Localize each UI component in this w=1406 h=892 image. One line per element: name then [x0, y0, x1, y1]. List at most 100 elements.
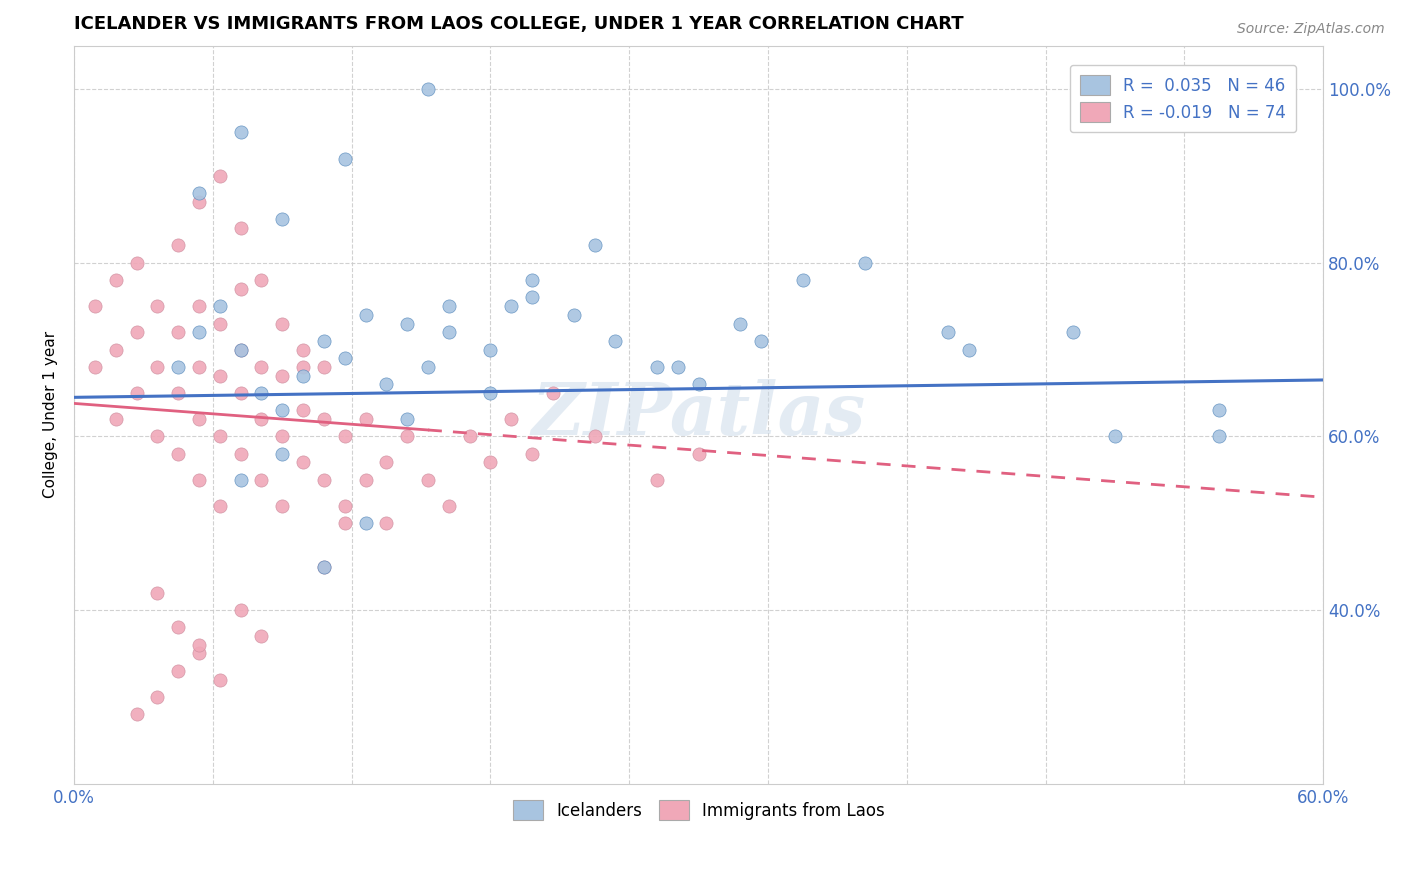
- Point: [541, 386, 564, 401]
- Point: [188, 473, 211, 487]
- Point: [104, 273, 127, 287]
- Point: [229, 282, 252, 296]
- Point: [605, 334, 627, 348]
- Point: [208, 169, 231, 183]
- Point: [271, 317, 294, 331]
- Text: Source: ZipAtlas.com: Source: ZipAtlas.com: [1237, 22, 1385, 37]
- Point: [520, 447, 543, 461]
- Y-axis label: College, Under 1 year: College, Under 1 year: [44, 331, 58, 499]
- Point: [354, 308, 377, 322]
- Point: [479, 455, 502, 469]
- Point: [792, 273, 814, 287]
- Point: [188, 359, 211, 374]
- Text: ZIPatlas: ZIPatlas: [531, 379, 866, 450]
- Point: [749, 334, 772, 348]
- Point: [333, 152, 356, 166]
- Point: [666, 359, 689, 374]
- Point: [479, 343, 502, 357]
- Point: [396, 429, 419, 443]
- Point: [84, 299, 107, 313]
- Point: [312, 559, 335, 574]
- Point: [167, 664, 190, 678]
- Point: [583, 238, 606, 252]
- Point: [292, 359, 315, 374]
- Point: [333, 516, 356, 531]
- Point: [188, 647, 211, 661]
- Point: [312, 473, 335, 487]
- Point: [437, 299, 460, 313]
- Point: [146, 429, 169, 443]
- Point: [208, 368, 231, 383]
- Point: [229, 221, 252, 235]
- Point: [1208, 429, 1230, 443]
- Point: [250, 473, 273, 487]
- Point: [229, 386, 252, 401]
- Point: [229, 473, 252, 487]
- Point: [125, 386, 148, 401]
- Point: [1062, 325, 1084, 339]
- Point: [208, 673, 231, 687]
- Point: [292, 455, 315, 469]
- Point: [520, 273, 543, 287]
- Point: [229, 447, 252, 461]
- Point: [250, 359, 273, 374]
- Point: [208, 429, 231, 443]
- Point: [957, 343, 980, 357]
- Point: [501, 412, 523, 426]
- Point: [728, 317, 751, 331]
- Point: [125, 325, 148, 339]
- Point: [208, 299, 231, 313]
- Point: [250, 629, 273, 643]
- Text: ICELANDER VS IMMIGRANTS FROM LAOS COLLEGE, UNDER 1 YEAR CORRELATION CHART: ICELANDER VS IMMIGRANTS FROM LAOS COLLEG…: [75, 15, 963, 33]
- Point: [292, 368, 315, 383]
- Point: [167, 325, 190, 339]
- Point: [167, 238, 190, 252]
- Point: [188, 412, 211, 426]
- Point: [188, 325, 211, 339]
- Point: [396, 412, 419, 426]
- Point: [375, 455, 398, 469]
- Point: [271, 368, 294, 383]
- Point: [271, 212, 294, 227]
- Point: [271, 499, 294, 513]
- Point: [229, 126, 252, 140]
- Point: [312, 559, 335, 574]
- Point: [354, 412, 377, 426]
- Point: [188, 299, 211, 313]
- Point: [416, 82, 439, 96]
- Point: [167, 447, 190, 461]
- Point: [333, 429, 356, 443]
- Point: [312, 359, 335, 374]
- Point: [1208, 403, 1230, 417]
- Point: [250, 412, 273, 426]
- Point: [229, 603, 252, 617]
- Point: [562, 308, 585, 322]
- Point: [250, 386, 273, 401]
- Point: [146, 359, 169, 374]
- Point: [333, 499, 356, 513]
- Point: [167, 386, 190, 401]
- Point: [104, 412, 127, 426]
- Point: [146, 690, 169, 704]
- Point: [250, 273, 273, 287]
- Point: [645, 473, 668, 487]
- Point: [208, 499, 231, 513]
- Legend: Icelanders, Immigrants from Laos: Icelanders, Immigrants from Laos: [506, 793, 891, 827]
- Point: [645, 359, 668, 374]
- Point: [416, 359, 439, 374]
- Point: [458, 429, 481, 443]
- Point: [188, 638, 211, 652]
- Point: [208, 317, 231, 331]
- Point: [479, 386, 502, 401]
- Point: [188, 186, 211, 201]
- Point: [146, 585, 169, 599]
- Point: [354, 516, 377, 531]
- Point: [520, 290, 543, 304]
- Point: [229, 343, 252, 357]
- Point: [437, 499, 460, 513]
- Point: [125, 707, 148, 722]
- Point: [104, 343, 127, 357]
- Point: [271, 429, 294, 443]
- Point: [501, 299, 523, 313]
- Point: [375, 516, 398, 531]
